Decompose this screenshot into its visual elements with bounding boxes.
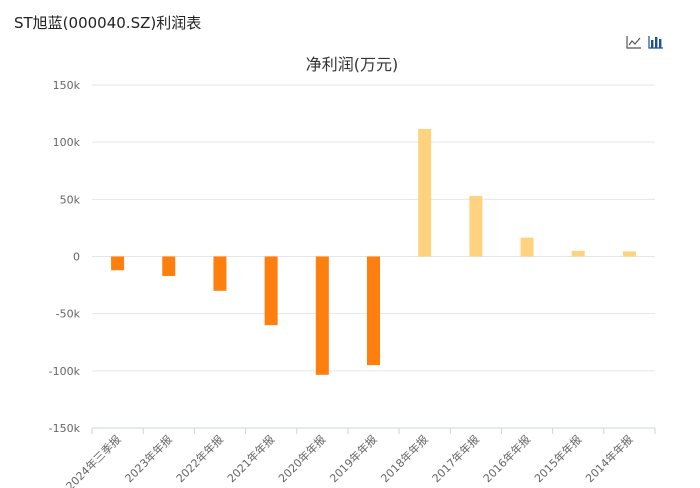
bar-2017年年报[interactable] <box>469 195 483 257</box>
x-tick-label: 2016年年报 <box>480 432 533 485</box>
y-tick-label: 50k <box>60 193 81 206</box>
x-tick-label: 2023年年报 <box>122 432 175 485</box>
y-axis: 150k 100k 50k 0 -50k -100k -150k <box>49 79 81 435</box>
bar-2018年年报[interactable] <box>418 129 432 257</box>
bar-2019年年报[interactable] <box>367 256 380 366</box>
bar-2020年年报[interactable] <box>315 256 329 375</box>
page-title: ST旭蓝(000040.SZ)利润表 <box>14 14 202 32</box>
x-tick-label: 2020年年报 <box>275 432 328 485</box>
chart-title: 净利润(万元) <box>306 55 399 74</box>
bar-2014年年报[interactable] <box>622 251 636 257</box>
x-tick-label: 2019年年报 <box>327 432 380 485</box>
x-tick-label: 2022年年报 <box>173 432 226 485</box>
y-tick-label: -150k <box>49 422 81 435</box>
x-tick-label: 2024年三季报 <box>63 432 124 488</box>
y-tick-label: 0 <box>73 251 80 264</box>
bar-2024年三季报[interactable] <box>111 256 125 271</box>
bar-2022年年报[interactable] <box>213 256 227 291</box>
y-tick-label: -100k <box>49 365 81 378</box>
x-tick-label: 2021年年报 <box>224 432 277 485</box>
bar-2023年年报[interactable] <box>162 256 176 276</box>
x-tick-label: 2017年年报 <box>429 432 482 485</box>
line-chart-icon[interactable] <box>626 34 642 50</box>
bar-2021年年报[interactable] <box>264 256 278 326</box>
x-axis: 2024年三季报2023年年报2022年年报2021年年报2020年年报2019… <box>63 427 656 488</box>
x-tick-label: 2014年年报 <box>582 432 635 485</box>
bars <box>111 129 636 375</box>
y-tick-label: -50k <box>56 308 81 321</box>
x-tick-label: 2015年年报 <box>531 432 584 485</box>
bar-2015年年报[interactable] <box>571 250 585 257</box>
chart-toolbar <box>626 34 664 50</box>
bar-chart-icon[interactable] <box>648 34 664 50</box>
bar-2016年年报[interactable] <box>520 237 534 257</box>
y-tick-label: 100k <box>53 136 81 149</box>
x-tick-label: 2018年年报 <box>378 432 431 485</box>
y-tick-label: 150k <box>53 79 81 92</box>
